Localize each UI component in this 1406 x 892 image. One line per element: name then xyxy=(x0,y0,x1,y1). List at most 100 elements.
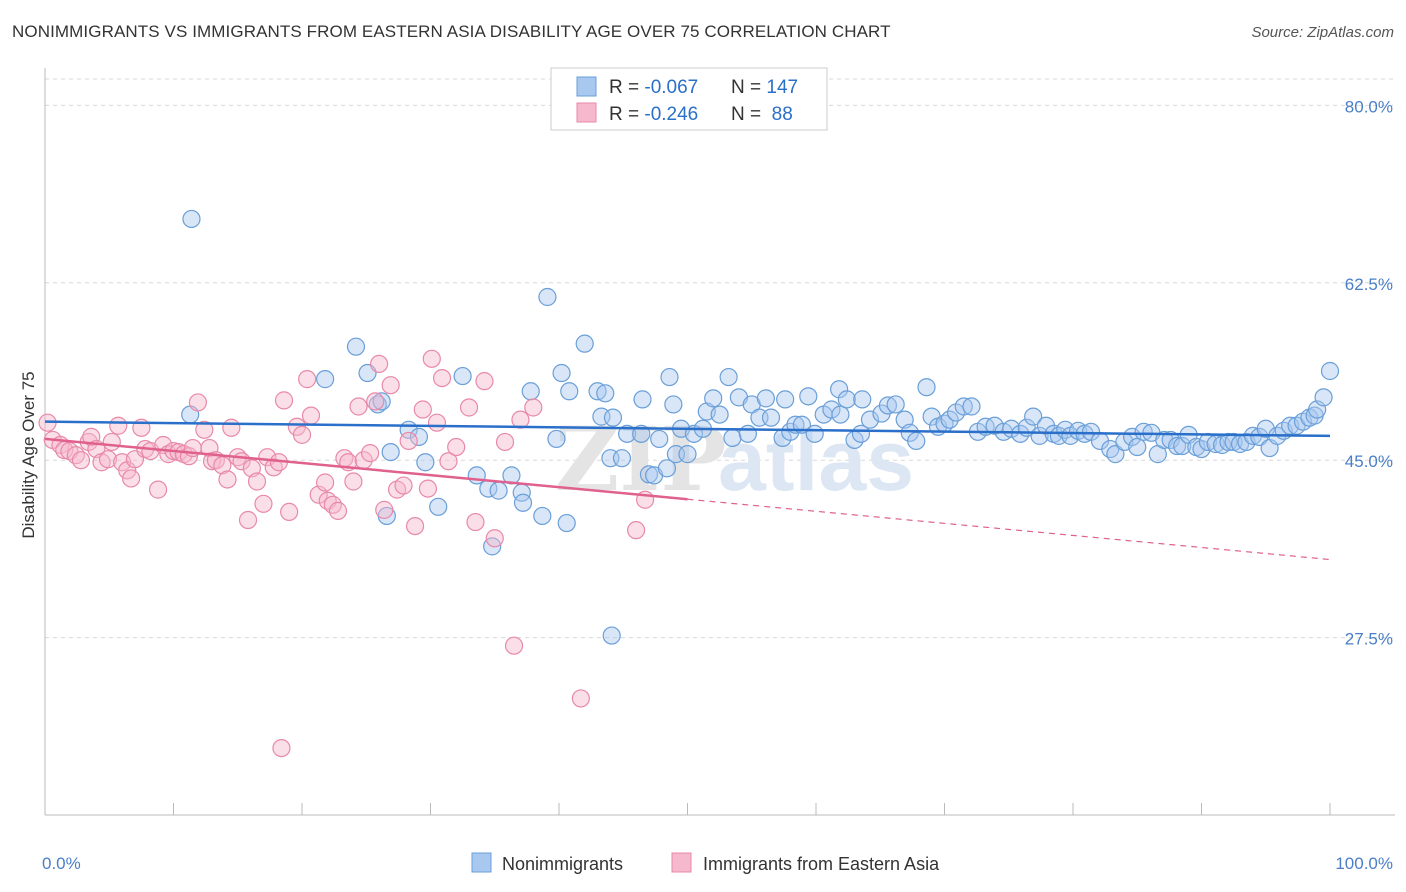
nonimmigrants-point-30 xyxy=(596,384,615,403)
immigrants-point-13 xyxy=(109,416,128,435)
legend-r-value-2: -0.246 xyxy=(644,104,698,125)
immigrants-point-88 xyxy=(571,689,590,708)
immigrants-point-44 xyxy=(264,458,283,477)
nonimmigrants-point-68 xyxy=(822,400,841,419)
nonimmigrants-point-21 xyxy=(521,382,540,401)
nonimmigrants-point-88 xyxy=(954,397,973,416)
nonimmigrants-point-86 xyxy=(940,410,959,429)
nonimmigrants-point-118 xyxy=(1167,436,1187,456)
nonimmigrants-point-61 xyxy=(776,390,795,409)
nonimmigrants-point-25 xyxy=(552,363,571,383)
nonimmigrants-point-119 xyxy=(1173,436,1192,456)
nonimmigrants-point-73 xyxy=(853,390,872,409)
nonimmigrants-point-58 xyxy=(756,389,775,408)
nonimmigrants-point-33 xyxy=(603,408,623,427)
tick-labels: 27.5% 45.0% 62.5% 80.0% 0.0% 100.0% xyxy=(42,97,1393,873)
svg-text:R = -0.246: R = -0.246 xyxy=(609,104,698,125)
nonimmigrants-point-59 xyxy=(761,408,781,427)
legend-r-value-1: -0.067 xyxy=(644,77,698,98)
immigrants-point-71 xyxy=(413,400,432,419)
immigrants-point-79 xyxy=(466,512,485,532)
immigrants-trend-line xyxy=(44,437,688,501)
immigrants-point-63 xyxy=(366,392,385,411)
immigrants-point-73 xyxy=(422,349,441,368)
nonimmigrants-point-51 xyxy=(710,405,729,424)
nonimmigrants-point-43 xyxy=(664,395,683,414)
nonimmigrants-point-3 xyxy=(346,337,366,356)
svg-text:N = 147: N = 147 xyxy=(731,77,798,98)
bottom-legend-swatch-nonimmigrants xyxy=(471,852,492,873)
nonimmigrants-point-127 xyxy=(1224,432,1243,452)
nonimmigrants-point-75 xyxy=(860,410,880,429)
nonimmigrants-point-28 xyxy=(575,334,594,353)
legend-n-label-1: N = xyxy=(731,77,766,98)
nonimmigrants-point-70 xyxy=(831,405,850,424)
nonimmigrants-point-42 xyxy=(660,367,679,387)
immigrants-point-59 xyxy=(344,472,363,491)
immigrants-point-75 xyxy=(432,368,452,388)
trend-lines xyxy=(44,420,1331,561)
axes xyxy=(44,68,1395,816)
immigrants-point-41 xyxy=(247,472,267,491)
nonimmigrants-point-81 xyxy=(907,431,926,451)
nonimmigrants-point-41 xyxy=(657,459,677,478)
y-tick-label-1: 45.0% xyxy=(1345,452,1393,471)
correlation-legend: R = -0.067 N = 147 R = -0.246 N = 88 xyxy=(550,67,828,131)
nonimmigrants-point-82 xyxy=(917,378,936,397)
series-legend: Nonimmigrants Immigrants from Eastern As… xyxy=(471,852,940,874)
nonimmigrants-point-126 xyxy=(1219,432,1238,452)
nonimmigrants-point-55 xyxy=(738,424,757,443)
nonimmigrants-point-40 xyxy=(650,429,669,449)
legend-n-value-1: 147 xyxy=(766,77,798,98)
nonimmigrants-point-37 xyxy=(633,390,652,409)
immigrants-point-30 xyxy=(195,420,214,439)
immigrants-point-80 xyxy=(475,372,494,391)
immigrants-point-51 xyxy=(301,406,321,425)
nonimmigrants-point-132 xyxy=(1256,419,1275,438)
nonimmigrants-point-53 xyxy=(723,428,742,448)
nonimmigrants-point-143 xyxy=(1320,361,1340,381)
nonimmigrants-point-46 xyxy=(678,445,697,464)
immigrants-point-81 xyxy=(485,529,504,548)
nonimmigrants-point-26 xyxy=(557,513,576,533)
nonimmigrants-point-11 xyxy=(416,453,435,472)
nonimmigrants-point-8 xyxy=(381,442,400,462)
immigrants-point-66 xyxy=(381,376,400,395)
immigrants-point-60 xyxy=(349,397,368,416)
nonimmigrants-point-10 xyxy=(409,427,429,446)
immigrants-point-12 xyxy=(102,432,121,452)
immigrants-point-29 xyxy=(188,393,208,412)
immigrants-point-78 xyxy=(459,398,479,417)
bottom-legend-label-nonimmigrants: Nonimmigrants xyxy=(502,854,623,874)
nonimmigrants-points xyxy=(181,209,1340,645)
immigrants-trend-line-extension xyxy=(687,498,1331,561)
y-tick-label-3: 80.0% xyxy=(1345,97,1393,116)
svg-text:R = -0.067: R = -0.067 xyxy=(609,77,698,98)
nonimmigrants-point-24 xyxy=(547,429,566,449)
x-tick-label-1: 100.0% xyxy=(1335,854,1393,873)
page-title: NONIMMIGRANTS VS IMMIGRANTS FROM EASTERN… xyxy=(12,22,891,41)
nonimmigrants-point-50 xyxy=(704,389,723,408)
nonimmigrants-trend-line xyxy=(44,420,1331,438)
bottom-legend-label-immigrants: Immigrants from Eastern Asia xyxy=(703,854,940,874)
immigrants-point-5 xyxy=(66,446,85,465)
legend-r-label-1: R = xyxy=(609,77,644,98)
nonimmigrants-point-34 xyxy=(612,449,632,468)
nonimmigrants-point-2 xyxy=(316,370,335,389)
immigrants-point-77 xyxy=(447,437,466,457)
nonimmigrants-point-109 xyxy=(1106,445,1125,464)
nonimmigrants-point-113 xyxy=(1134,422,1153,441)
legend-swatch-nonimmigrants xyxy=(576,76,597,97)
nonimmigrants-point-97 xyxy=(1024,407,1043,426)
immigrants-point-70 xyxy=(405,516,425,536)
immigrants-point-72 xyxy=(418,479,438,498)
nonimmigrants-point-65 xyxy=(799,387,818,406)
nonimmigrants-point-23 xyxy=(538,287,557,307)
immigrants-point-74 xyxy=(427,413,447,432)
immigrants-point-11 xyxy=(98,450,118,469)
nonimmigrants-point-66 xyxy=(805,424,824,443)
x-tick-label-0: 0.0% xyxy=(42,854,81,873)
nonimmigrants-point-52 xyxy=(719,367,738,387)
immigrants-point-69 xyxy=(399,431,418,451)
